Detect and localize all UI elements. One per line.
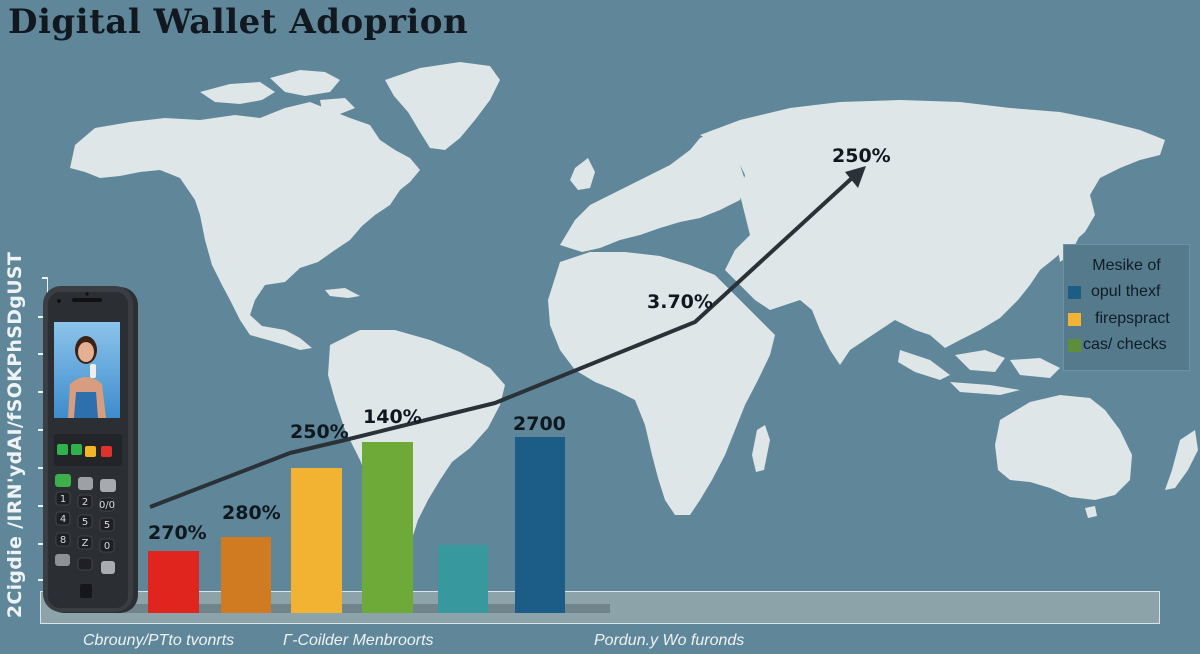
bar-5 xyxy=(438,545,488,613)
bar-4 xyxy=(362,442,413,613)
legend-item-1: opul thexf xyxy=(1068,282,1160,302)
x-label-3: Pordun.y Wo furonds xyxy=(594,632,745,649)
bar-label-6: 2700 xyxy=(513,413,566,435)
legend: Mesike of opul thexf firepspract cas/ ch… xyxy=(1063,244,1190,371)
chart-title: Digital Wallet Adoprion xyxy=(8,2,469,42)
bar-2 xyxy=(221,537,271,613)
bar-3 xyxy=(291,468,342,613)
svg-text:Z: Z xyxy=(82,538,89,549)
bar-1 xyxy=(148,551,199,613)
svg-text:0: 0 xyxy=(104,541,110,552)
arrow-head-icon xyxy=(845,166,866,188)
line-label-end: 250% xyxy=(832,145,891,167)
legend-item-3: cas/ checks xyxy=(1068,335,1167,355)
line-label-mid: 3.70% xyxy=(647,291,713,313)
legend-item-2: firepspract xyxy=(1068,309,1170,329)
bar-label-2: 280% xyxy=(222,502,281,524)
legend-swatch-blue xyxy=(1068,285,1081,299)
x-label-2: Γ-Coilder Menbroorts xyxy=(283,632,434,649)
svg-text:2: 2 xyxy=(82,497,88,508)
svg-text:0/0: 0/0 xyxy=(99,500,115,511)
svg-text:5: 5 xyxy=(82,517,88,528)
x-label-1: Cbrouny/PTto tvonrts xyxy=(83,632,235,649)
bar-label-1: 270% xyxy=(148,522,207,544)
legend-title: Mesike of xyxy=(1092,257,1161,274)
bar-6 xyxy=(515,437,565,613)
bar-label-3: 250% xyxy=(290,421,349,443)
svg-text:4: 4 xyxy=(60,514,66,525)
bar-label-4: 140% xyxy=(363,406,422,428)
svg-text:1: 1 xyxy=(60,494,66,505)
legend-swatch-yellow xyxy=(1068,312,1081,326)
legend-swatch-green xyxy=(1068,338,1081,352)
svg-text:5: 5 xyxy=(104,520,110,531)
green-key xyxy=(57,444,68,455)
phone-illustration: 1 2 0/0 4 5 5 8 Z 0 xyxy=(43,286,138,613)
svg-text:8: 8 xyxy=(60,535,66,546)
